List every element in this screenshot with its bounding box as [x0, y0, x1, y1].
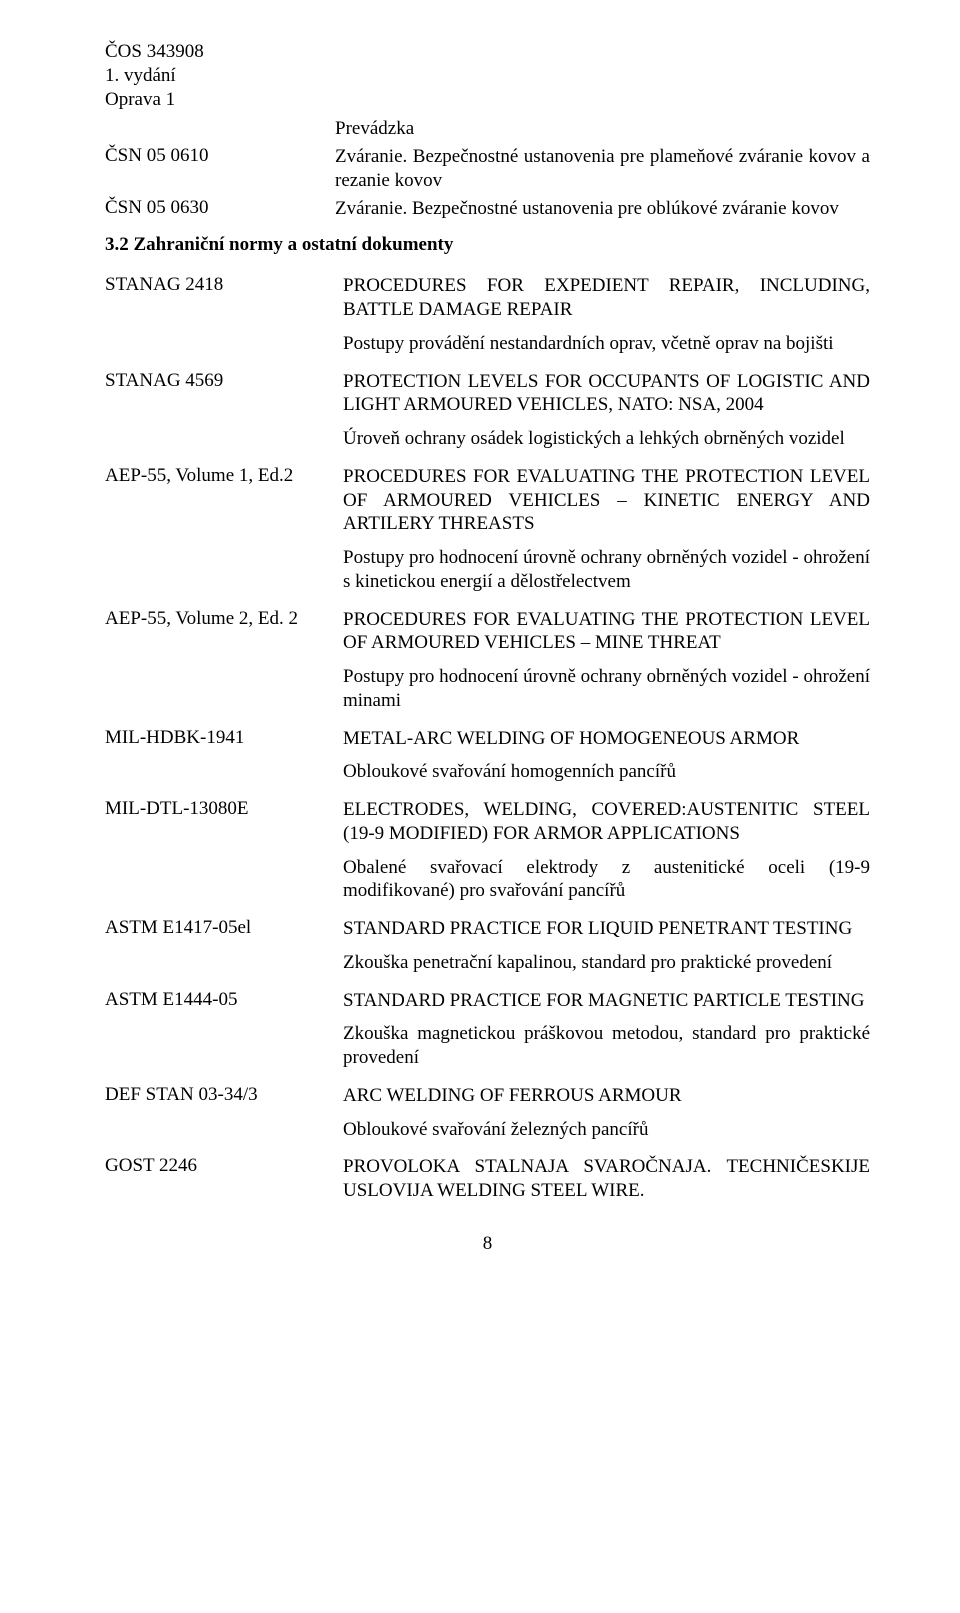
- reference-title: PROCEDURES FOR EXPEDIENT REPAIR, INCLUDI…: [343, 274, 870, 322]
- reference-title: ELECTRODES, WELDING, COVERED:AUSTENITIC …: [343, 798, 870, 846]
- reference-description: Postupy pro hodnocení úrovně ochrany obr…: [343, 546, 870, 594]
- intro-label: ČSN 05 0630: [105, 197, 335, 221]
- reference-label: MIL-HDBK-1941: [105, 727, 343, 795]
- reference-body: ELECTRODES, WELDING, COVERED:AUSTENITIC …: [343, 798, 870, 913]
- reference-title: METAL-ARC WELDING OF HOMOGENEOUS ARMOR: [343, 727, 870, 751]
- reference-entry: AEP-55, Volume 1, Ed.2PROCEDURES FOR EVA…: [105, 465, 870, 604]
- reference-description: Zkouška magnetickou práškovou metodou, s…: [343, 1022, 870, 1070]
- prevadzka-left-spacer: [105, 117, 335, 141]
- reference-title: ARC WELDING OF FERROUS ARMOUR: [343, 1084, 870, 1108]
- reference-label: STANAG 2418: [105, 274, 343, 365]
- reference-label: DEF STAN 03-34/3: [105, 1084, 343, 1152]
- reference-entry: DEF STAN 03-34/3ARC WELDING OF FERROUS A…: [105, 1084, 870, 1152]
- reference-description: Úroveň ochrany osádek logistických a leh…: [343, 427, 870, 451]
- reference-entry: AEP-55, Volume 2, Ed. 2PROCEDURES FOR EV…: [105, 608, 870, 723]
- intro-text: Zváranie. Bezpečnostné ustanovenia pre p…: [335, 145, 870, 193]
- reference-description: Obloukové svařování železných pancířů: [343, 1118, 870, 1142]
- reference-body: ARC WELDING OF FERROUS ARMOUR Obloukové s…: [343, 1084, 870, 1152]
- reference-description: Zkouška penetrační kapalinou, standard p…: [343, 951, 870, 975]
- reference-label: STANAG 4569: [105, 370, 343, 461]
- prevadzka-row: Prevádzka: [105, 117, 870, 141]
- reference-body: PROVOLOKA STALNAJA SVAROČNAJA. TECHNIČES…: [343, 1155, 870, 1203]
- reference-description: Obloukové svařování homogenních pancířů: [343, 760, 870, 784]
- header-line-2: 1. vydání: [105, 64, 870, 88]
- reference-label: GOST 2246: [105, 1155, 343, 1203]
- reference-body: PROCEDURES FOR EXPEDIENT REPAIR, INCLUDI…: [343, 274, 870, 365]
- intro-row: ČSN 05 0630Zváranie. Bezpečnostné ustano…: [105, 197, 870, 221]
- page-number: 8: [105, 1233, 870, 1255]
- reference-entry: GOST 2246PROVOLOKA STALNAJA SVAROČNAJA. …: [105, 1155, 870, 1203]
- header-line-3: Oprava 1: [105, 88, 870, 112]
- reference-entry: ASTM E1417-05elSTANDARD PRACTICE FOR LIQ…: [105, 917, 870, 985]
- reference-title: PROTECTION LEVELS FOR OCCUPANTS OF LOGIS…: [343, 370, 870, 418]
- reference-entry: STANAG 2418PROCEDURES FOR EXPEDIENT REPA…: [105, 274, 870, 365]
- reference-entry: MIL-DTL-13080EELECTRODES, WELDING, COVER…: [105, 798, 870, 913]
- reference-entry: ASTM E1444-05STANDARD PRACTICE FOR MAGNE…: [105, 989, 870, 1080]
- prevadzka-text: Prevádzka: [335, 117, 870, 141]
- reference-label: MIL-DTL-13080E: [105, 798, 343, 913]
- reference-title: PROCEDURES FOR EVALUATING THE PROTECTION…: [343, 465, 870, 536]
- reference-label: AEP-55, Volume 1, Ed.2: [105, 465, 343, 604]
- reference-body: STANDARD PRACTICE FOR LIQUID PENETRANT T…: [343, 917, 870, 985]
- reference-entry: MIL-HDBK-1941METAL-ARC WELDING OF HOMOGE…: [105, 727, 870, 795]
- reference-title: PROCEDURES FOR EVALUATING THE PROTECTION…: [343, 608, 870, 656]
- intro-text: Zváranie. Bezpečnostné ustanovenia pre o…: [335, 197, 870, 221]
- reference-title: STANDARD PRACTICE FOR LIQUID PENETRANT T…: [343, 917, 870, 941]
- reference-entry: STANAG 4569PROTECTION LEVELS FOR OCCUPAN…: [105, 370, 870, 461]
- reference-description: Postupy pro hodnocení úrovně ochrany obr…: [343, 665, 870, 713]
- reference-body: PROTECTION LEVELS FOR OCCUPANTS OF LOGIS…: [343, 370, 870, 461]
- intro-row: ČSN 05 0610Zváranie. Bezpečnostné ustano…: [105, 145, 870, 193]
- document-header: ČOS 343908 1. vydání Oprava 1: [105, 40, 870, 111]
- reference-body: PROCEDURES FOR EVALUATING THE PROTECTION…: [343, 465, 870, 604]
- reference-description: Postupy provádění nestandardních oprav, …: [343, 332, 870, 356]
- reference-label: ASTM E1444-05: [105, 989, 343, 1080]
- reference-label: AEP-55, Volume 2, Ed. 2: [105, 608, 343, 723]
- reference-title: STANDARD PRACTICE FOR MAGNETIC PARTICLE …: [343, 989, 870, 1013]
- reference-description: Obalené svařovací elektrody z austenitic…: [343, 856, 870, 904]
- header-line-1: ČOS 343908: [105, 40, 870, 64]
- reference-body: PROCEDURES FOR EVALUATING THE PROTECTION…: [343, 608, 870, 723]
- reference-body: METAL-ARC WELDING OF HOMOGENEOUS ARMOR Ob…: [343, 727, 870, 795]
- reference-label: ASTM E1417-05el: [105, 917, 343, 985]
- section-heading: 3.2 Zahraniční normy a ostatní dokumenty: [105, 234, 870, 256]
- document-page: ČOS 343908 1. vydání Oprava 1 Prevádzka …: [0, 0, 960, 1315]
- reference-title: PROVOLOKA STALNAJA SVAROČNAJA. TECHNIČES…: [343, 1155, 870, 1203]
- reference-body: STANDARD PRACTICE FOR MAGNETIC PARTICLE …: [343, 989, 870, 1080]
- intro-label: ČSN 05 0610: [105, 145, 335, 193]
